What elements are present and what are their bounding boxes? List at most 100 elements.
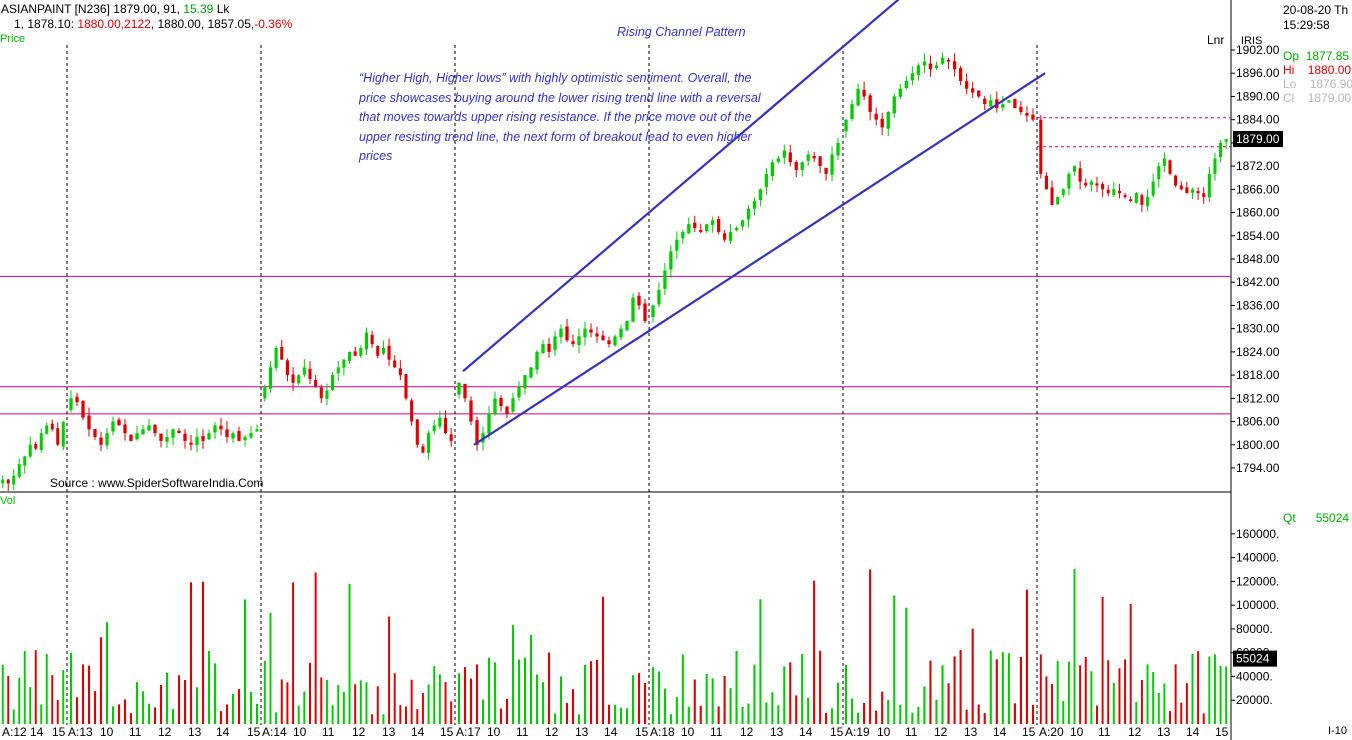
candle-body <box>1089 181 1093 185</box>
candle-body <box>989 100 993 107</box>
candle-body <box>449 434 453 441</box>
candle-body <box>722 233 727 240</box>
candle-body <box>1145 197 1150 207</box>
candle-body <box>1078 168 1082 182</box>
x-tick-label: 15 <box>440 725 454 739</box>
candle-body <box>776 158 780 162</box>
candle-body <box>6 479 10 484</box>
price-tick-label: 1866.00 <box>1236 182 1280 196</box>
candle-body <box>983 98 987 105</box>
volume-tick-label: 80000. <box>1236 622 1273 636</box>
x-tick-label: 10 <box>1070 725 1084 739</box>
channel-upper-line <box>462 0 900 373</box>
candle-body <box>1202 193 1206 198</box>
info-close: Cl 1879.00 <box>1283 91 1351 105</box>
candle-body <box>475 420 479 445</box>
candle-body <box>1157 166 1161 180</box>
candle-body <box>850 104 854 119</box>
candle-body <box>1112 189 1116 195</box>
volume-tick-label: 120000. <box>1236 574 1279 588</box>
high-label: Hi <box>1283 63 1295 77</box>
candle-body <box>387 345 391 360</box>
candle-body <box>517 386 521 398</box>
candle-body <box>1007 100 1011 103</box>
candle-body <box>705 224 709 232</box>
candle-body <box>274 348 278 368</box>
candle-body <box>643 303 647 321</box>
volume-tick-label: 100000. <box>1236 598 1279 612</box>
candle-body <box>740 220 745 227</box>
info-low: Lo 1876.90 <box>1283 77 1352 91</box>
candle-body <box>291 374 295 383</box>
candle-body <box>1213 158 1217 175</box>
x-tick-label: 11 <box>710 725 723 739</box>
candle-body <box>17 464 21 477</box>
candle-body <box>177 430 181 434</box>
volume-tick-label: 160000. <box>1236 527 1279 541</box>
candle-body <box>898 88 902 97</box>
channel-lower-line <box>473 72 1046 446</box>
close-value: 1879.00 <box>1307 91 1352 105</box>
x-tick-label: A:17 <box>456 725 481 739</box>
candle-body <box>207 433 211 440</box>
candle-body <box>1224 139 1228 142</box>
candle-body <box>657 289 661 305</box>
info-quantity: Qt 55024 <box>1283 511 1349 525</box>
x-tick-label: 15 <box>52 725 66 739</box>
candle-body <box>1185 187 1189 194</box>
candle-body <box>651 305 655 318</box>
x-tick-label: 10 <box>877 725 891 739</box>
candle-body <box>758 189 763 201</box>
candle-body <box>625 320 629 331</box>
ohlc-high-volume: 1880.00,2122 <box>77 17 151 31</box>
source-label: Source : www.SpiderSoftwareIndia.Com <box>50 476 264 490</box>
candle-body <box>23 456 27 466</box>
candle-body <box>359 348 363 356</box>
chart-title: Rising Channel Pattern <box>617 25 746 39</box>
candle-body <box>1050 187 1054 205</box>
candle-body <box>342 359 346 368</box>
x-tick-label: 14 <box>30 725 44 739</box>
x-tick-label: 12 <box>934 725 948 739</box>
candle-body <box>75 396 79 403</box>
x-tick-label: 13 <box>382 725 396 739</box>
candle-body <box>958 68 963 81</box>
candle-body <box>231 433 235 439</box>
candle-body <box>93 429 97 438</box>
x-tick-label: A:13 <box>68 725 93 739</box>
candle-body <box>308 368 312 379</box>
candle-body <box>836 142 840 156</box>
x-tick-label: 13 <box>575 725 589 739</box>
price-tick-label: 1824.00 <box>1236 345 1280 359</box>
candle-body <box>728 231 733 241</box>
candle-body <box>457 382 461 395</box>
symbol-header: ASIANPAINT [N236] 1879.00, 91, 15.39 Lk <box>1 2 229 16</box>
candle-body <box>856 88 860 106</box>
scale-mode-label[interactable]: Lnr <box>1207 33 1225 47</box>
candle-body <box>1168 160 1172 174</box>
x-tick-label: A:19 <box>845 725 870 739</box>
x-tick-label: 14 <box>993 725 1007 739</box>
x-tick-label: 15 <box>635 725 649 739</box>
x-tick-label: 14 <box>799 725 813 739</box>
candle-body <box>147 425 151 431</box>
candle-body <box>1095 183 1099 186</box>
info-open: Op 1877.85 <box>1283 49 1349 63</box>
candle-body <box>105 433 109 446</box>
candle-body <box>529 367 533 378</box>
candle-body <box>619 328 623 338</box>
candle-body <box>427 433 431 453</box>
candle-body <box>511 398 515 412</box>
price-tick-label: 1800.00 <box>1236 438 1280 452</box>
candle-body <box>752 200 757 209</box>
candle-body <box>663 270 667 289</box>
candle-body <box>1067 173 1071 189</box>
candle-body <box>189 442 193 445</box>
last-price-box <box>1233 131 1283 148</box>
last-price-label: 1879.00 <box>1236 132 1280 146</box>
candle-body <box>716 219 721 232</box>
candle-body <box>977 90 981 97</box>
candle-body <box>493 398 497 415</box>
